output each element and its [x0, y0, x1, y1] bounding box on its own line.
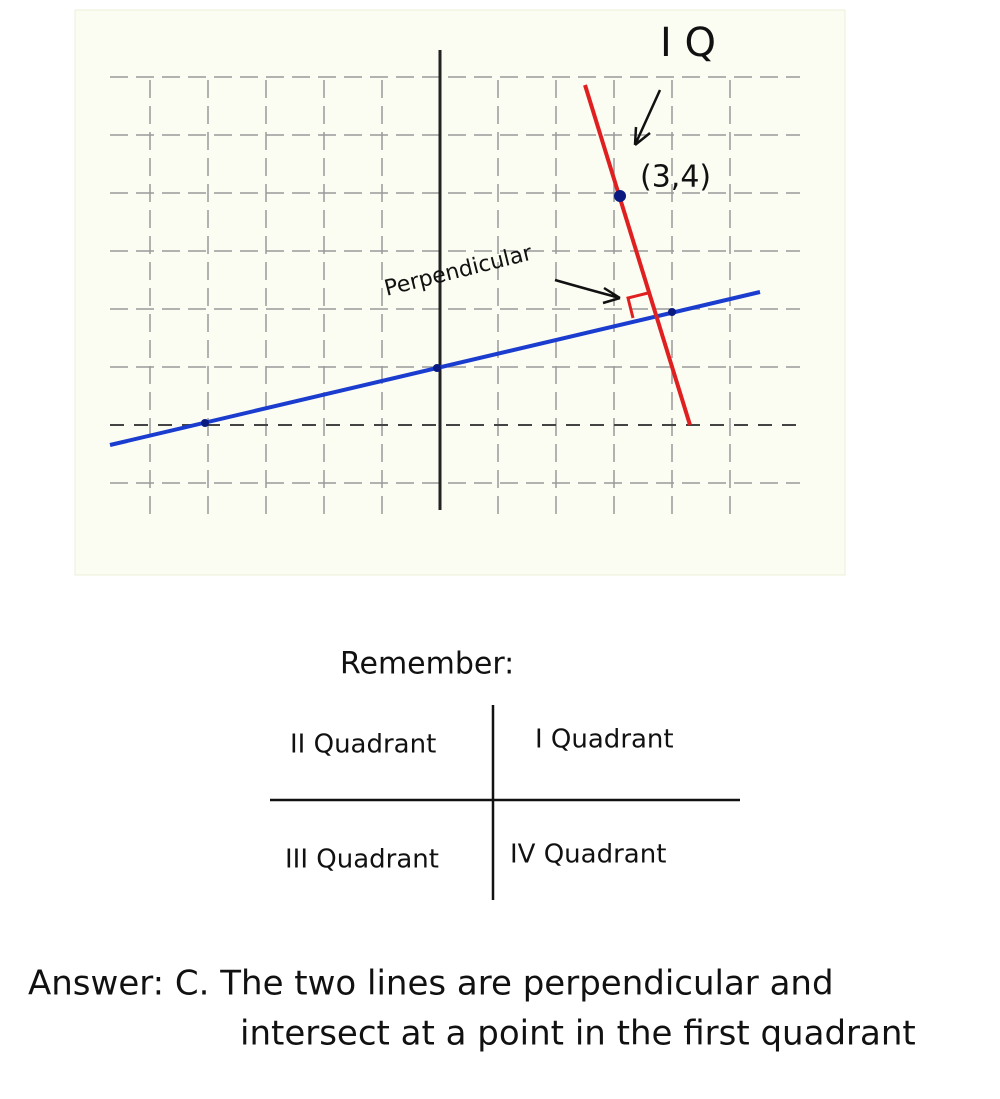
graph-paper: [74, 9, 846, 576]
quadrant-label: IV Quadrant: [510, 840, 666, 870]
arrow: [554, 278, 621, 305]
red-line: [583, 84, 692, 426]
point-label: (3,4): [640, 160, 711, 195]
point: [668, 308, 676, 316]
right-angle-mark: [626, 291, 649, 319]
quadrant-label: II Quadrant: [290, 730, 436, 760]
remember-title: Remember:: [340, 647, 514, 682]
answer-line: Answer: C. The two lines are perpendicul…: [28, 964, 834, 1004]
quadrant-mark: I Q: [660, 20, 716, 66]
answer-line: intersect at a point in the first quadra…: [240, 1014, 916, 1054]
arrow: [633, 89, 662, 146]
point: [433, 364, 441, 372]
point: [614, 190, 626, 202]
quadrant-label: III Quadrant: [285, 845, 439, 875]
quadrant-label: I Quadrant: [535, 725, 674, 755]
point: [201, 419, 209, 427]
